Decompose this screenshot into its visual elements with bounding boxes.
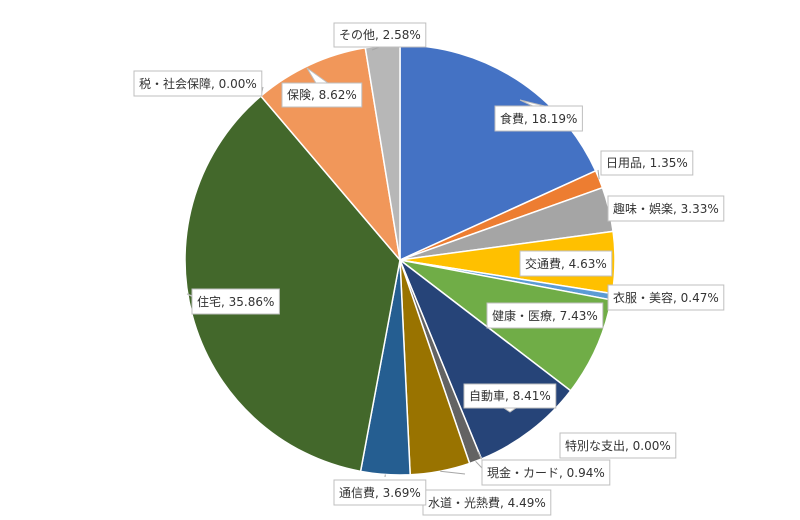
data-label-2: 趣味・娯楽, 3.33% xyxy=(607,195,725,222)
leader-line-7 xyxy=(477,451,482,460)
data-label-12: 税・社会保障, 0.00% xyxy=(133,70,263,97)
slice-11 xyxy=(184,95,401,473)
data-label-text-1: 日用品, 1.35% xyxy=(606,156,688,170)
data-label-box-1 xyxy=(600,150,694,176)
data-label-text-13: 保険, 8.62% xyxy=(287,88,357,102)
data-label-box-9 xyxy=(422,489,552,516)
data-label-box-12 xyxy=(133,70,263,97)
data-label-10: 通信費, 3.69% xyxy=(333,479,427,506)
data-label-11: 住宅, 35.86% xyxy=(186,288,280,315)
data-label-box-8 xyxy=(481,459,611,486)
data-label-box-13 xyxy=(281,82,363,108)
data-label-box-4 xyxy=(607,284,725,311)
data-label-pointer-6 xyxy=(503,407,517,413)
data-label-text-9: 水道・光熱費, 4.49% xyxy=(428,495,546,510)
data-label-box-2 xyxy=(607,195,725,222)
data-label-text-5: 健康・医療, 7.43% xyxy=(492,308,598,323)
data-label-text-7: 特別な支出, 0.00% xyxy=(565,438,671,453)
data-label-1: 日用品, 1.35% xyxy=(600,150,694,176)
data-label-5: 健康・医療, 7.43% xyxy=(486,302,604,329)
data-label-6: 自動車, 8.41% xyxy=(463,383,557,413)
data-label-0: 食費, 18.19% xyxy=(494,99,583,132)
data-label-text-10: 通信費, 3.69% xyxy=(339,485,421,500)
data-label-pointer-13 xyxy=(306,67,329,84)
leader-line-9 xyxy=(440,470,466,475)
data-label-box-10 xyxy=(333,479,427,506)
data-label-pointer-0 xyxy=(519,99,545,107)
data-label-3: 交通費, 4.63% xyxy=(519,250,613,277)
data-label-14: その他, 2.58% xyxy=(333,22,427,48)
data-label-box-6 xyxy=(463,383,557,409)
data-label-text-3: 交通費, 4.63% xyxy=(525,256,607,271)
data-label-text-12: 税・社会保障, 0.00% xyxy=(139,76,257,91)
data-label-8: 現金・カード, 0.94% xyxy=(481,459,611,486)
data-label-text-4: 衣服・美容, 0.47% xyxy=(613,290,719,305)
data-label-box-7 xyxy=(559,432,677,459)
data-label-box-3 xyxy=(519,250,613,277)
data-label-text-2: 趣味・娯楽, 3.33% xyxy=(613,201,719,216)
data-label-text-14: その他, 2.58% xyxy=(339,28,421,42)
data-label-4: 衣服・美容, 0.47% xyxy=(607,284,725,311)
data-label-box-5 xyxy=(486,302,604,329)
labels-layer: 食費, 18.19% 日用品, 1.35% 趣味・娯楽, 3.33% 交通費, 4.6… xyxy=(133,22,725,516)
data-label-box-0 xyxy=(494,105,583,132)
leader-line-8 xyxy=(475,460,483,469)
data-label-13: 保険, 8.62% xyxy=(281,67,363,108)
data-label-text-6: 自動車, 8.41% xyxy=(469,389,551,403)
data-label-7: 特別な支出, 0.00% xyxy=(559,432,677,459)
data-label-box-14 xyxy=(333,22,427,48)
data-label-9: 水道・光熱費, 4.49% xyxy=(422,489,552,516)
data-label-text-0: 食費, 18.19% xyxy=(500,111,577,126)
data-label-text-11: 住宅, 35.86% xyxy=(197,294,274,309)
data-label-text-8: 現金・カード, 0.94% xyxy=(487,465,605,480)
data-label-box-11 xyxy=(191,288,280,315)
slice-6 xyxy=(398,257,572,460)
leader-line-1 xyxy=(597,169,600,180)
